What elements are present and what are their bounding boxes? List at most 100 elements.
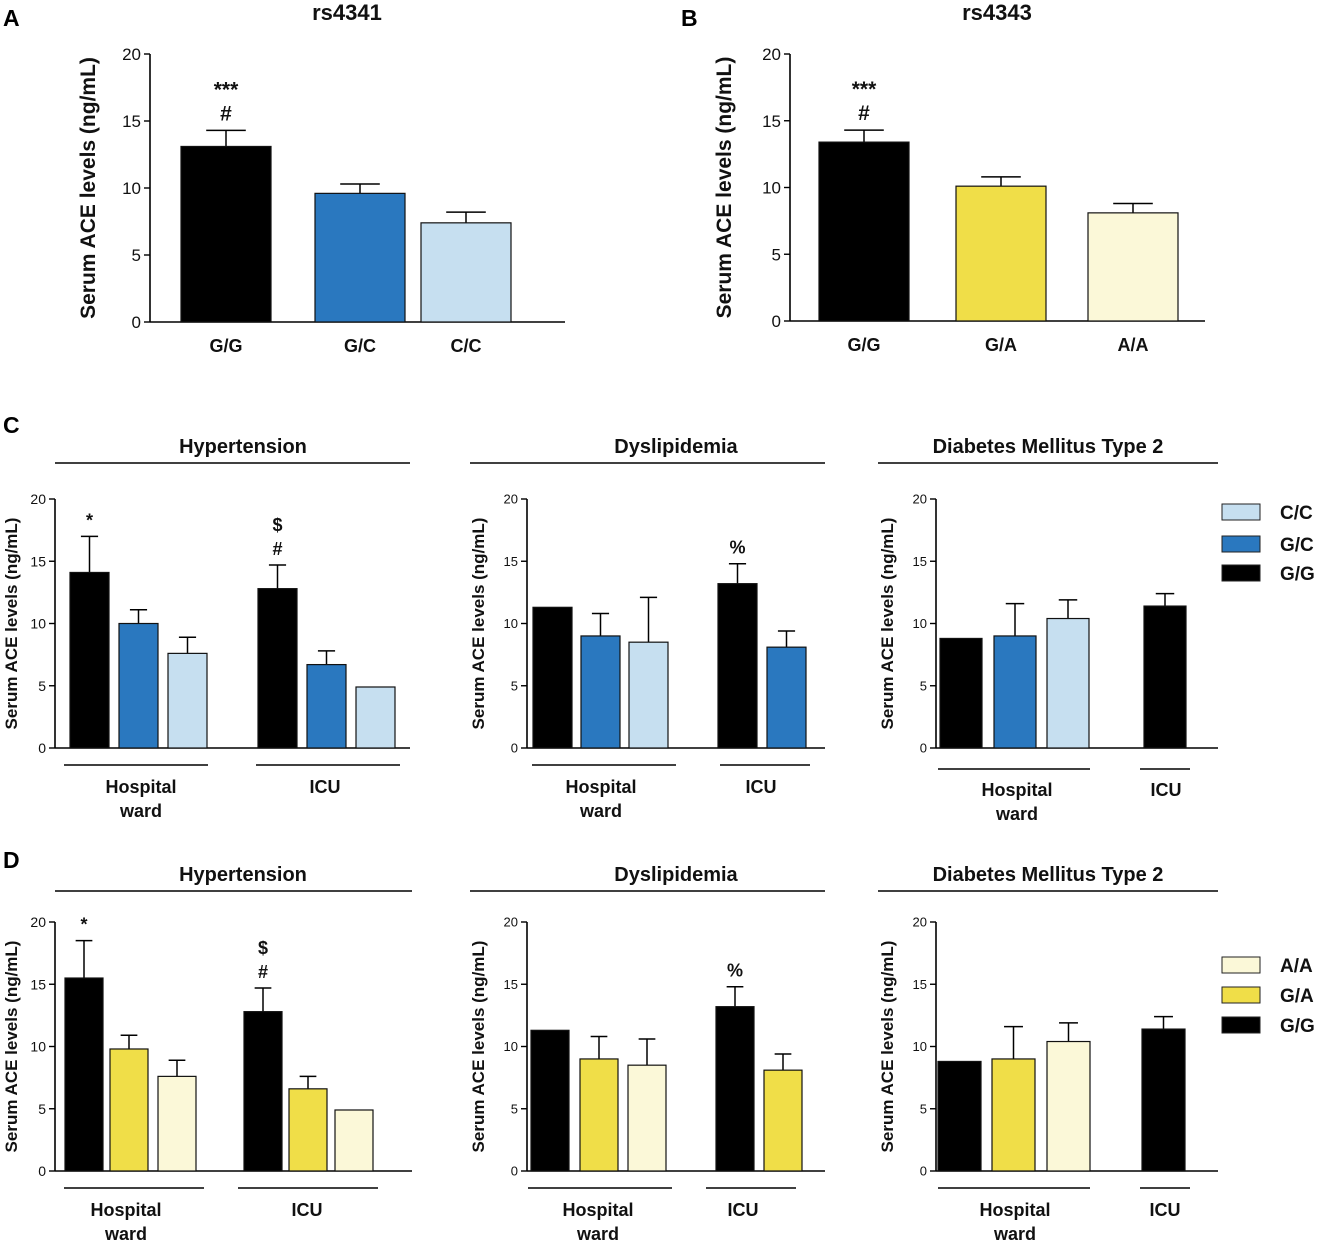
bar bbox=[937, 1060, 982, 1172]
bar bbox=[532, 606, 573, 749]
y-tick-label: 0 bbox=[511, 1164, 518, 1179]
y-tick-label: 10 bbox=[504, 616, 518, 631]
legend-d: A/A G/A G/G bbox=[1221, 956, 1315, 1037]
chart-c-hypertension: 0 5 10 15 20 Serum ACE levels (ng/mL) * $ # bbox=[2, 491, 410, 756]
bar bbox=[955, 185, 1047, 322]
y-tick-label: 10 bbox=[30, 616, 46, 632]
legend-swatch bbox=[1221, 1016, 1261, 1034]
bar bbox=[314, 192, 406, 323]
bar bbox=[993, 635, 1037, 749]
y-tick-label: 0 bbox=[38, 740, 46, 756]
y-tick-label: 20 bbox=[913, 492, 927, 507]
significance-marker: $ bbox=[258, 938, 268, 958]
group-hospital-line2: ward bbox=[119, 801, 162, 821]
group-label-c3: Hospital ward ICU bbox=[938, 768, 1190, 824]
title-c-diabetes: Diabetes Mellitus Type 2 bbox=[878, 436, 1218, 464]
y-axis-label: Serum ACE levels (ng/mL) bbox=[2, 941, 21, 1153]
condition-title: Dyslipidemia bbox=[614, 864, 738, 886]
chart-d-hypertension: 0 5 10 15 20 Serum ACE levels (ng/mL) * $ # bbox=[2, 914, 412, 1179]
group-label-c1: Hospital ward ICU bbox=[64, 764, 400, 821]
chart-rs4341: 0 5 10 15 20 Serum ACE levels (ng/mL) rs4341 G/… bbox=[77, 0, 565, 356]
y-tick-label: 5 bbox=[920, 678, 927, 693]
y-tick-label: 20 bbox=[504, 492, 518, 507]
group-hospital-line2: ward bbox=[104, 1224, 147, 1243]
bar bbox=[579, 1058, 619, 1172]
y-tick-label: 5 bbox=[920, 1101, 927, 1116]
group-hospital-line2: ward bbox=[579, 801, 622, 821]
legend-swatch bbox=[1221, 503, 1261, 521]
chart-title: rs4341 bbox=[312, 0, 382, 25]
chart-c-diabetes: 0 5 10 15 20 Serum ACE levels (ng/mL) bbox=[878, 492, 1218, 756]
panel-letter-a: A bbox=[3, 5, 20, 31]
condition-title: Hypertension bbox=[179, 436, 307, 458]
group-icu: ICU bbox=[310, 777, 341, 797]
y-tick-label: 15 bbox=[504, 977, 518, 992]
bar bbox=[180, 145, 272, 323]
y-tick-label: 15 bbox=[913, 977, 927, 992]
y-tick-label: 10 bbox=[913, 1039, 927, 1054]
group-icu: ICU bbox=[728, 1200, 759, 1220]
group-label-c2: Hospital ward ICU bbox=[532, 764, 810, 821]
y-tick-label: 15 bbox=[122, 112, 141, 131]
bar bbox=[157, 1075, 197, 1172]
y-tick-label: 10 bbox=[30, 1039, 46, 1055]
group-hospital: Hospital bbox=[565, 777, 636, 797]
y-tick-label: 20 bbox=[30, 491, 46, 507]
y-axis-label: Serum ACE levels (ng/mL) bbox=[77, 57, 100, 319]
x-tick-label: G/A bbox=[985, 335, 1017, 355]
y-tick-label: 5 bbox=[132, 246, 141, 265]
bar bbox=[334, 1109, 374, 1172]
significance-marker: # bbox=[858, 102, 870, 125]
y-tick-label: 15 bbox=[30, 553, 46, 569]
bar bbox=[1087, 212, 1179, 322]
significance-marker: *** bbox=[852, 78, 877, 101]
x-tick-label: G/G bbox=[209, 336, 242, 356]
y-tick-label: 20 bbox=[504, 915, 518, 930]
chart-d-dyslipidemia: 0 5 10 15 20 Serum ACE levels (ng/mL)% bbox=[469, 915, 825, 1179]
group-hospital-line2: ward bbox=[993, 1224, 1036, 1243]
bar bbox=[627, 1064, 667, 1172]
bar bbox=[628, 641, 669, 749]
bar bbox=[766, 646, 807, 749]
y-tick-label: 0 bbox=[772, 312, 781, 331]
bar bbox=[717, 583, 758, 749]
bar bbox=[69, 571, 110, 749]
y-tick-label: 15 bbox=[913, 554, 927, 569]
condition-title: Diabetes Mellitus Type 2 bbox=[933, 864, 1164, 886]
legend-swatch bbox=[1221, 535, 1261, 553]
group-label-d1: Hospital ward ICU bbox=[64, 1187, 378, 1243]
y-tick-label: 5 bbox=[511, 678, 518, 693]
y-tick-label: 0 bbox=[132, 313, 141, 332]
group-label-d3: Hospital ward ICU bbox=[938, 1187, 1190, 1243]
significance-marker: # bbox=[258, 962, 268, 982]
x-tick-label: A/A bbox=[1118, 335, 1149, 355]
legend-label: G/G bbox=[1280, 564, 1315, 585]
bar bbox=[64, 977, 104, 1172]
chart-c-dyslipidemia: 0 5 10 15 20 Serum ACE levels (ng/mL)% bbox=[469, 492, 825, 756]
group-icu: ICU bbox=[1151, 780, 1182, 800]
y-tick-label: 5 bbox=[38, 678, 46, 694]
y-tick-label: 10 bbox=[122, 179, 141, 198]
bar bbox=[1143, 605, 1187, 749]
bar bbox=[167, 652, 208, 749]
bar bbox=[530, 1029, 570, 1172]
significance-marker: # bbox=[272, 539, 282, 559]
bar bbox=[1046, 1040, 1091, 1172]
significance-marker: * bbox=[86, 510, 93, 530]
y-tick-label: 0 bbox=[511, 741, 518, 756]
group-hospital: Hospital bbox=[90, 1200, 161, 1220]
group-hospital-line2: ward bbox=[576, 1224, 619, 1243]
significance-marker: *** bbox=[214, 78, 239, 101]
y-tick-label: 20 bbox=[762, 45, 781, 64]
condition-title: Diabetes Mellitus Type 2 bbox=[933, 436, 1164, 458]
y-tick-label: 0 bbox=[920, 741, 927, 756]
chart-title: rs4343 bbox=[962, 0, 1032, 25]
bar bbox=[257, 588, 298, 749]
legend-swatch bbox=[1221, 956, 1261, 974]
y-axis-label: Serum ACE levels (ng/mL) bbox=[713, 57, 736, 319]
legend-swatch bbox=[1221, 564, 1261, 582]
legend-label: C/C bbox=[1280, 503, 1313, 524]
condition-title: Hypertension bbox=[179, 864, 307, 886]
chart-rs4343: 0 5 10 15 20 Serum ACE levels (ng/mL) rs4343 G/… bbox=[713, 0, 1205, 355]
title-d-diabetes: Diabetes Mellitus Type 2 bbox=[878, 864, 1218, 892]
